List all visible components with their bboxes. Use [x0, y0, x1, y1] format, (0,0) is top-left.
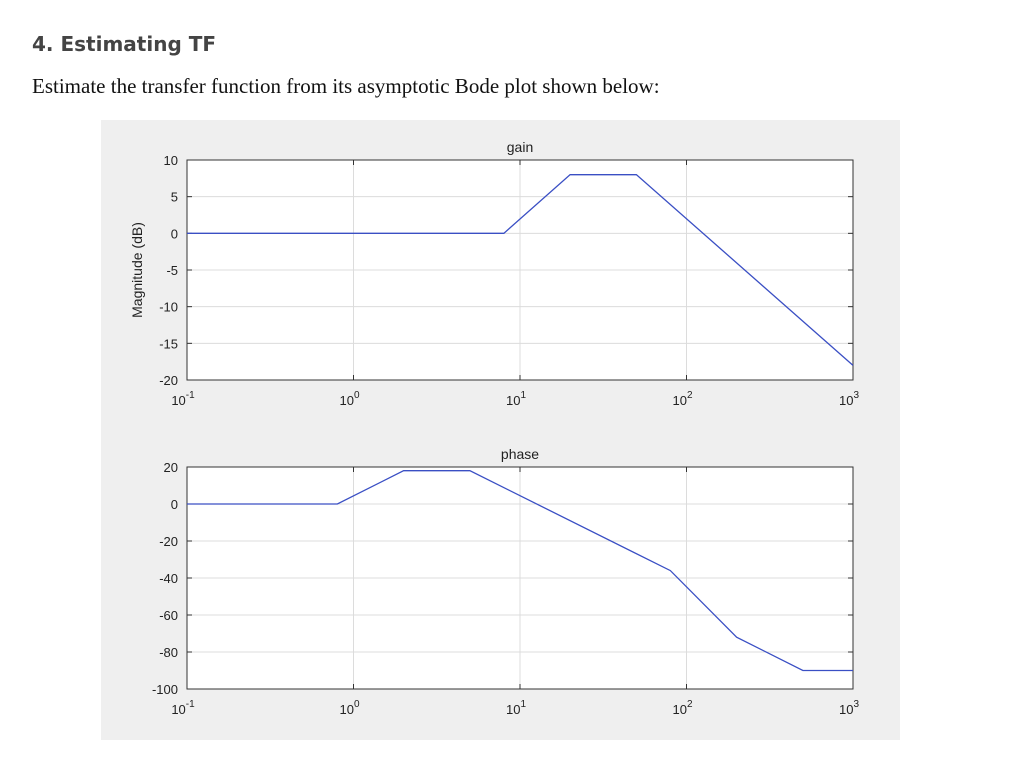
x-tick-exponent: 1	[520, 390, 526, 401]
x-tick-base: 10	[171, 702, 185, 717]
chart-title: phase	[501, 446, 539, 462]
y-tick-label: 20	[164, 460, 178, 475]
x-tick-exponent: -1	[186, 390, 195, 401]
x-tick-label: 100	[339, 390, 359, 408]
y-tick-label: -15	[159, 336, 178, 351]
x-tick-exponent: 1	[520, 699, 526, 710]
y-tick-label: -20	[159, 373, 178, 388]
x-tick-label: 102	[672, 699, 692, 717]
y-tick-label: -5	[166, 263, 178, 278]
x-tick-label: 101	[506, 390, 526, 408]
x-tick-base: 10	[506, 702, 520, 717]
y-tick-label: -60	[159, 608, 178, 623]
y-tick-label: 10	[164, 153, 178, 168]
x-tick-base: 10	[339, 393, 353, 408]
y-tick-label: 0	[171, 226, 178, 241]
x-tick-base: 10	[171, 393, 185, 408]
y-tick-label: 0	[171, 497, 178, 512]
x-tick-exponent: -1	[186, 699, 195, 710]
series-line	[187, 470, 853, 672]
plot-frame	[186, 466, 854, 690]
instruction: Estimate the transfer function from its …	[32, 74, 660, 98]
x-tick-label: 10-1	[171, 699, 195, 717]
x-tick-base: 10	[339, 702, 353, 717]
x-tick-label: 100	[339, 699, 359, 717]
x-tick-base: 10	[506, 393, 520, 408]
chart-title: gain	[507, 139, 533, 155]
x-tick-exponent: 2	[687, 390, 693, 401]
y-axis-label: Magnitude (dB)	[129, 222, 145, 318]
x-tick-exponent: 3	[853, 390, 859, 401]
y-tick-label: -40	[159, 571, 178, 586]
y-tick-label: -100	[152, 682, 178, 697]
x-tick-base: 10	[672, 393, 686, 408]
x-tick-label: 103	[839, 699, 859, 717]
x-tick-exponent: 0	[354, 390, 360, 401]
x-tick-base: 10	[839, 393, 853, 408]
x-tick-label: 102	[672, 390, 692, 408]
y-tick-label: -10	[159, 300, 178, 315]
x-tick-exponent: 2	[687, 699, 693, 710]
plot-frame	[186, 159, 854, 381]
y-tick-label: -80	[159, 645, 178, 660]
x-tick-exponent: 3	[853, 699, 859, 710]
series-line	[187, 174, 854, 366]
heading: 4. Estimating TF	[32, 32, 216, 56]
x-tick-label: 101	[506, 699, 526, 717]
x-tick-exponent: 0	[354, 699, 360, 710]
x-tick-label: 10-1	[171, 390, 195, 408]
x-tick-base: 10	[672, 702, 686, 717]
x-tick-label: 103	[839, 390, 859, 408]
y-tick-label: -20	[159, 534, 178, 549]
x-tick-base: 10	[839, 702, 853, 717]
y-tick-label: 5	[171, 190, 178, 205]
